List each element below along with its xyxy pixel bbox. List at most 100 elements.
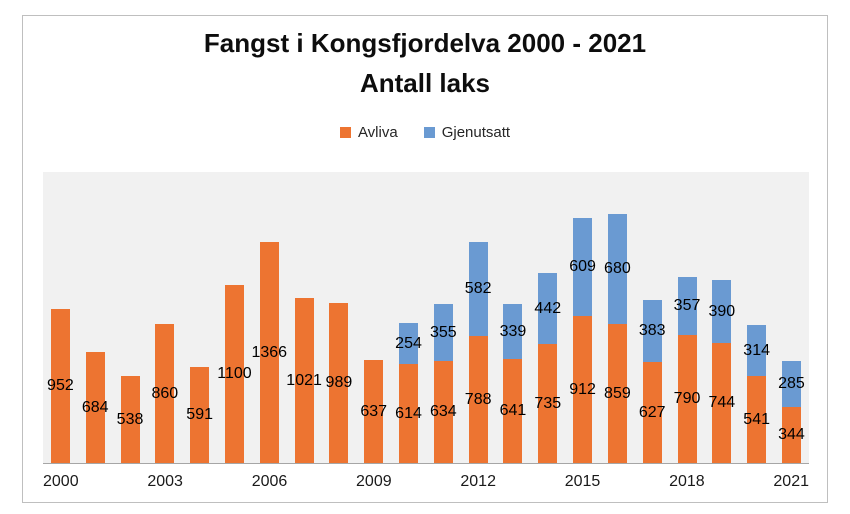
data-label-gjenutsatt-2021: 285 bbox=[778, 375, 805, 392]
bar-segment-gjenutsatt-2020: 314 bbox=[743, 325, 770, 376]
bar-segment-avliva-2018: 790 bbox=[674, 335, 700, 463]
bar-segment-gjenutsatt-2017: 383 bbox=[639, 300, 666, 362]
bar-segment-avliva-2007: 1021 bbox=[286, 298, 322, 463]
data-label-gjenutsatt-2014: 442 bbox=[534, 299, 562, 317]
x-tick-2003: 2003 bbox=[147, 473, 183, 490]
bar-segment-avliva-2009: 637 bbox=[360, 360, 387, 463]
data-label-avliva-2006: 1366 bbox=[251, 343, 288, 361]
bar-segment-gjenutsatt-2013: 339 bbox=[500, 304, 526, 359]
x-tick-2011 bbox=[426, 473, 460, 491]
x-tick-2008 bbox=[322, 473, 356, 491]
bar-segment-avliva-2013: 641 bbox=[500, 359, 526, 463]
chart-title: Fangst i Kongsfjordelva 2000 - 2021 bbox=[203, 28, 647, 58]
bar-segment-gjenutsatt-2015: 609 bbox=[569, 218, 596, 316]
data-label-avliva-2017: 627 bbox=[638, 403, 666, 421]
data-label-gjenutsatt-2013: 339 bbox=[499, 322, 527, 340]
bar-stack: 538 bbox=[117, 376, 143, 463]
bar-segment-gjenutsatt-2014: 442 bbox=[534, 273, 561, 344]
bar-segment-avliva-2011: 634 bbox=[430, 361, 457, 463]
x-tick-2004 bbox=[183, 473, 217, 491]
data-label-avliva-2003: 860 bbox=[151, 384, 179, 402]
data-label-avliva-2009: 637 bbox=[360, 402, 388, 420]
x-tick-2007 bbox=[287, 473, 321, 491]
plot-area: 952 684 538 860 591 1100 1366 1021 989 637 254 614 3… bbox=[43, 172, 809, 463]
bar-segment-gjenutsatt-2012: 582 bbox=[465, 242, 492, 336]
x-tick-2009: 2009 bbox=[356, 473, 392, 490]
bar-segment-avliva-2014: 735 bbox=[534, 344, 561, 463]
bar-stack: 591 bbox=[186, 367, 213, 463]
bar-group-2016: 680 859 bbox=[600, 172, 635, 463]
data-label-avliva-2001: 684 bbox=[81, 398, 109, 416]
bar-group-2004: 591 bbox=[182, 172, 217, 463]
bar-group-2017: 383 627 bbox=[635, 172, 670, 463]
bar-segment-avliva-2016: 859 bbox=[604, 324, 631, 463]
data-label-avliva-2012: 788 bbox=[464, 390, 492, 408]
data-label-gjenutsatt-2019: 390 bbox=[708, 302, 736, 320]
x-tick-2013 bbox=[496, 473, 530, 491]
gjenutsatt-swatch-icon bbox=[423, 127, 435, 138]
bar-stack: 952 bbox=[47, 309, 74, 463]
avliva-swatch-icon bbox=[339, 127, 351, 138]
data-label-avliva-2019: 744 bbox=[708, 394, 736, 411]
bar-stack: 390 744 bbox=[708, 280, 735, 463]
bar-group-2007: 1021 bbox=[286, 172, 322, 463]
bar-stack: 357 790 bbox=[674, 277, 700, 463]
bar-group-2012: 582 788 bbox=[461, 172, 496, 463]
x-tick-2010 bbox=[392, 473, 426, 491]
x-tick-2002 bbox=[113, 473, 147, 491]
data-label-avliva-2000: 952 bbox=[47, 377, 74, 394]
data-label-gjenutsatt-2015: 609 bbox=[569, 258, 596, 275]
data-label-avliva-2015: 912 bbox=[569, 380, 596, 398]
x-tick-2012: 2012 bbox=[460, 473, 496, 490]
data-label-avliva-2007: 1021 bbox=[286, 371, 322, 389]
legend-item-avliva: Avliva bbox=[339, 124, 398, 141]
bar-segment-avliva-2005: 1100 bbox=[217, 285, 252, 463]
data-label-gjenutsatt-2020: 314 bbox=[743, 341, 771, 359]
bar-stack: 355 634 bbox=[430, 304, 457, 463]
bar-segment-avliva-2021: 344 bbox=[778, 407, 805, 463]
bar-group-2005: 1100 bbox=[217, 172, 252, 463]
bar-stack: 989 bbox=[326, 303, 352, 463]
bar-stack: 680 859 bbox=[604, 214, 631, 463]
x-tick-2014 bbox=[530, 473, 564, 491]
bar-group-2009: 637 bbox=[356, 172, 391, 463]
data-label-gjenutsatt-2018: 357 bbox=[673, 297, 701, 314]
bar-stack: 339 641 bbox=[500, 304, 526, 463]
data-label-avliva-2016: 859 bbox=[604, 384, 631, 402]
bar-segment-gjenutsatt-2016: 680 bbox=[604, 214, 631, 324]
bar-group-2013: 339 641 bbox=[496, 172, 531, 463]
bar-segment-avliva-2012: 788 bbox=[465, 336, 492, 463]
x-tick-2020 bbox=[739, 473, 773, 491]
legend: Avliva Gjenutsatt bbox=[23, 124, 827, 141]
bar-group-2000: 952 bbox=[43, 172, 78, 463]
data-label-gjenutsatt-2017: 383 bbox=[638, 322, 666, 339]
bar-group-2008: 989 bbox=[322, 172, 357, 463]
bar-group-2015: 609 912 bbox=[565, 172, 600, 463]
bar-stack: 582 788 bbox=[465, 242, 492, 463]
x-tick-2005 bbox=[217, 473, 251, 491]
bar-segment-avliva-2004: 591 bbox=[186, 367, 213, 463]
data-label-avliva-2018: 790 bbox=[673, 390, 701, 407]
data-label-gjenutsatt-2011: 355 bbox=[429, 323, 457, 341]
bars-container: 952 684 538 860 591 1100 1366 1021 989 637 254 614 3… bbox=[43, 172, 809, 463]
x-axis-tick-labels: 2000 2003 2006 2009 2012 2015 2018 2021 bbox=[43, 473, 809, 491]
data-label-avliva-2008: 989 bbox=[325, 374, 353, 391]
bar-stack: 609 912 bbox=[569, 218, 596, 463]
bar-group-2019: 390 744 bbox=[704, 172, 739, 463]
bar-segment-avliva-2000: 952 bbox=[47, 309, 74, 463]
bar-segment-avliva-2017: 627 bbox=[639, 362, 666, 463]
x-tick-2001 bbox=[79, 473, 113, 491]
bar-stack: 383 627 bbox=[639, 300, 666, 463]
bar-stack: 637 bbox=[360, 360, 387, 463]
data-label-gjenutsatt-2012: 582 bbox=[464, 280, 492, 297]
bar-group-2021: 285 344 bbox=[774, 172, 809, 463]
x-tick-2021: 2021 bbox=[773, 473, 809, 490]
bar-group-2018: 357 790 bbox=[670, 172, 705, 463]
x-tick-2000: 2000 bbox=[43, 473, 79, 490]
data-label-avliva-2014: 735 bbox=[534, 394, 562, 412]
bar-stack: 1366 bbox=[251, 242, 287, 463]
bar-segment-gjenutsatt-2019: 390 bbox=[708, 280, 735, 343]
data-label-avliva-2011: 634 bbox=[429, 403, 457, 420]
bar-segment-avliva-2002: 538 bbox=[117, 376, 143, 463]
bar-group-2003: 860 bbox=[147, 172, 182, 463]
